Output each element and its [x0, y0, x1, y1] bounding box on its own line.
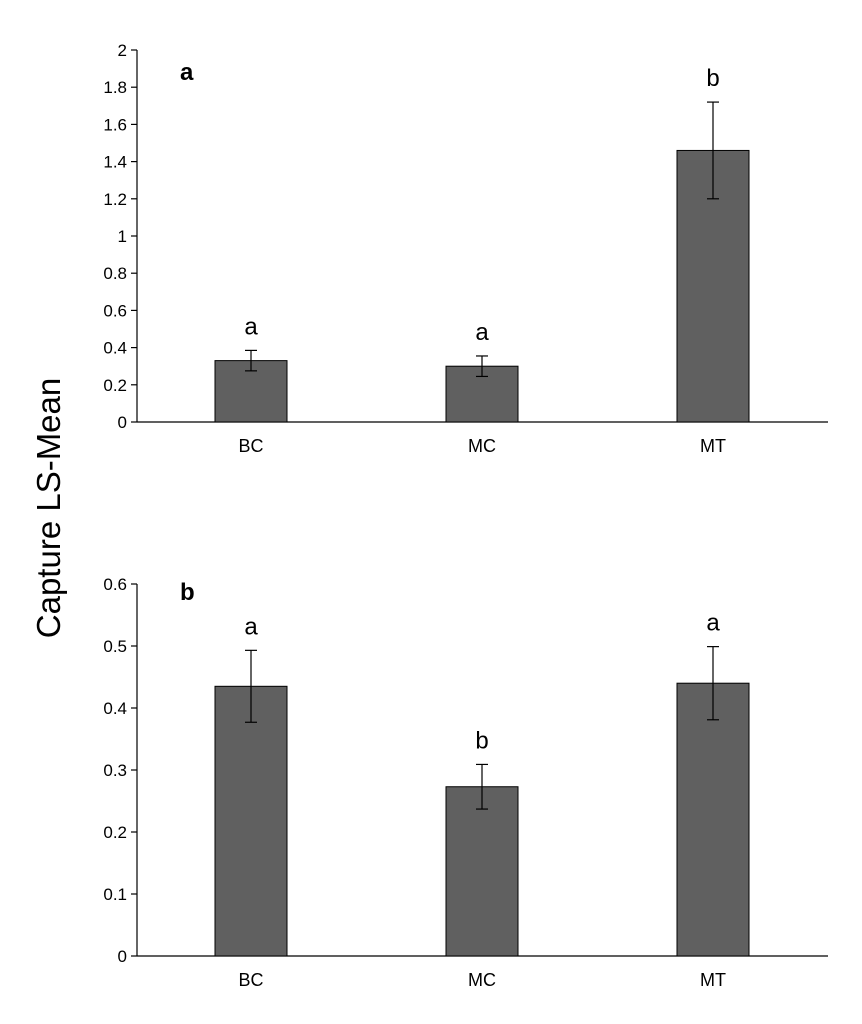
x-tick-label: MT	[700, 436, 726, 456]
y-tick-label: 0	[118, 947, 127, 966]
y-tick-label: 1	[118, 227, 127, 246]
y-tick-label: 0.6	[103, 301, 127, 320]
panel-b: 0 0.1 0.2 0.3 0.4 0.5 0.6 b a BC b MC a MT	[103, 575, 828, 990]
y-tick-label: 1.4	[103, 153, 127, 172]
y-tick-label: 1.8	[103, 78, 127, 97]
significance-label: b	[475, 727, 488, 754]
y-tick-label: 0.1	[103, 885, 127, 904]
y-tick-label: 0.5	[103, 637, 127, 656]
y-tick-label: 1.6	[103, 115, 127, 134]
significance-label: a	[244, 313, 258, 340]
x-tick-label: MC	[468, 436, 496, 456]
y-tick-label: 0.2	[103, 376, 127, 395]
significance-label: a	[706, 610, 720, 637]
x-tick-label: BC	[238, 970, 263, 990]
panel-label: a	[180, 59, 194, 86]
y-tick-label: 0.4	[103, 339, 127, 358]
significance-label: a	[475, 319, 489, 346]
x-tick-label: MC	[468, 970, 496, 990]
y-tick-label: 0.6	[103, 575, 127, 594]
bar-mc	[445, 786, 519, 957]
significance-label: b	[706, 65, 719, 92]
y-axis-title: Capture LS-Mean	[30, 378, 67, 638]
x-tick-label: MT	[700, 970, 726, 990]
y-tick-label: 1.2	[103, 190, 127, 209]
y-tick-label: 0.4	[103, 699, 127, 718]
panel-label: b	[180, 579, 195, 606]
significance-label: a	[244, 613, 258, 640]
y-tick-label: 0.8	[103, 264, 127, 283]
y-tick-label: 2	[118, 41, 127, 60]
y-tick-label: 0.2	[103, 823, 127, 842]
bar-bc	[214, 685, 288, 957]
y-tick-label: 0	[118, 413, 127, 432]
panel-a: 0 0.2 0.4 0.6 0.8 1 1.2 1.4 1.6 1.8 2 a a BC a MC b MT	[103, 41, 828, 456]
y-tick-label: 0.3	[103, 761, 127, 780]
bar-mt	[676, 682, 750, 957]
x-tick-label: BC	[238, 436, 263, 456]
